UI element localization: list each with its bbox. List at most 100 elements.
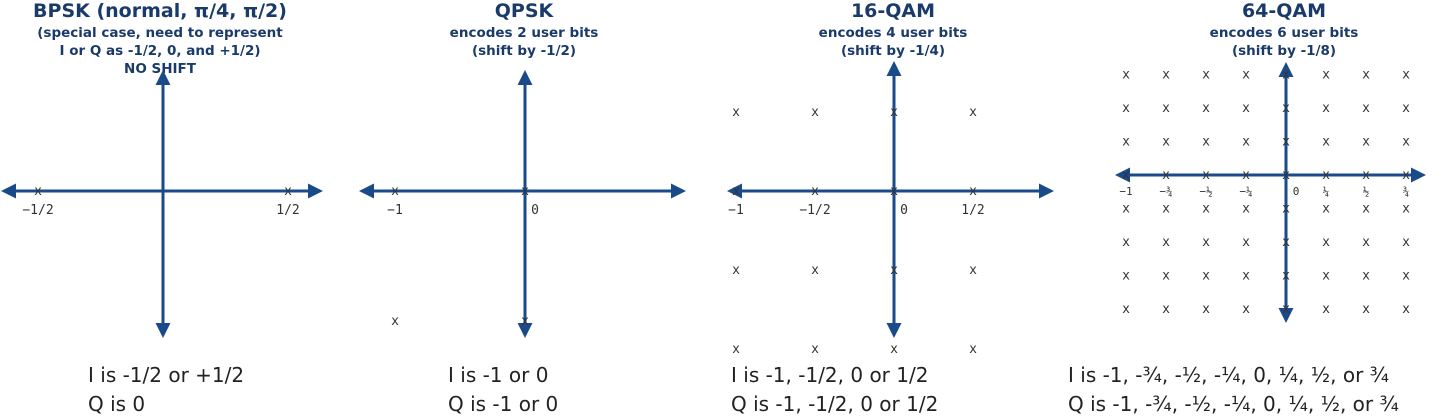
constellation-plot: x x x x x x x x x x x x x x x x −1 −1/2 0 1/2 — [727, 61, 1054, 357]
constellation-point: x — [969, 184, 977, 199]
constellation-point: x — [1242, 269, 1250, 284]
panel-title: BPSK (normal, π/4, π/2) — [33, 0, 287, 22]
constellation-point: x — [1402, 101, 1410, 116]
constellation-point: x — [1162, 269, 1170, 284]
constellation-point: x — [1322, 68, 1330, 83]
constellation-point: x — [1402, 68, 1410, 83]
constellation-point: x — [1362, 202, 1370, 217]
panel-subtitle-line: encodes 6 user bits — [1210, 25, 1359, 41]
panel-subtitle-line: encodes 4 user bits — [819, 25, 968, 41]
q-values-note: Q is -1, -1/2, 0 or 1/2 — [731, 392, 938, 416]
constellation-point: x — [1202, 269, 1210, 284]
panel-subtitle-line: (shift by -1/8) — [1232, 43, 1336, 59]
constellation-point: x — [1322, 135, 1330, 150]
constellation-plot: x x x x −1 0 — [359, 70, 686, 338]
constellation-point: x — [1322, 202, 1330, 217]
constellation-point: x — [1162, 168, 1170, 183]
constellation-point: x — [1242, 135, 1250, 150]
tick-label: −¾ — [1159, 185, 1172, 198]
panel-subtitle-line: (shift by -1/4) — [841, 43, 945, 59]
constellation-point: x — [1322, 302, 1330, 317]
constellation-point: x — [1282, 202, 1290, 217]
constellation-point: x — [811, 263, 819, 278]
constellation-point: x — [391, 314, 399, 329]
constellation-point: x — [969, 105, 977, 120]
tick-label: ¾ — [1403, 185, 1410, 198]
constellation-point: x — [1122, 101, 1130, 116]
panel-subtitle-line: I or Q as -1/2, 0, and +1/2) — [59, 43, 260, 59]
constellation-point: x — [969, 342, 977, 357]
q-values-note: Q is -1, -¾, -½, -¼, 0, ¼, ½, or ¾ — [1068, 392, 1399, 416]
constellation-point: x — [1122, 202, 1130, 217]
tick-label: 0 — [1293, 185, 1300, 198]
constellation-point: x — [1362, 235, 1370, 250]
panel-64qam: 64-QAM encodes 6 user bits (shift by -1/… — [1068, 0, 1426, 416]
constellation-point: x — [890, 105, 898, 120]
constellation-point: x — [1202, 101, 1210, 116]
tick-label: −1 — [728, 203, 744, 218]
constellation-point: x — [1402, 302, 1410, 317]
constellation-point: x — [1202, 235, 1210, 250]
constellation-point: x — [1322, 101, 1330, 116]
constellation-point: x — [521, 314, 529, 329]
constellation-point: x — [1322, 269, 1330, 284]
constellation-point: x — [1242, 101, 1250, 116]
constellation-point: x — [811, 105, 819, 120]
constellation-point: x — [732, 184, 740, 199]
constellation-point: x — [1202, 202, 1210, 217]
constellation-point: x — [1242, 235, 1250, 250]
constellation-point: x — [1202, 68, 1210, 83]
constellation-point: x — [1362, 168, 1370, 183]
panel-title: 64-QAM — [1242, 0, 1326, 22]
tick-label: 1/2 — [961, 203, 984, 218]
tick-label: −1/2 — [799, 203, 830, 218]
constellation-point: x — [1282, 168, 1290, 183]
constellation-point: x — [1362, 302, 1370, 317]
constellation-point: x — [1242, 302, 1250, 317]
panel-subtitle-line: encodes 2 user bits — [450, 25, 599, 41]
tick-label: −1 — [1119, 185, 1132, 198]
constellation-point: x — [1122, 269, 1130, 284]
constellation-point: x — [890, 263, 898, 278]
tick-label: 0 — [900, 203, 908, 218]
constellation-point: x — [1122, 168, 1130, 183]
constellation-point: x — [890, 342, 898, 357]
constellation-point: x — [521, 184, 529, 199]
i-values-note: I is -1/2 or +1/2 — [88, 363, 244, 387]
constellation-point: x — [890, 184, 898, 199]
constellation-point: x — [732, 263, 740, 278]
constellation-point: x — [1402, 269, 1410, 284]
tick-label: 1/2 — [276, 203, 299, 218]
constellation-point: x — [34, 184, 42, 199]
constellation-point: x — [391, 184, 399, 199]
panel-qpsk: QPSK encodes 2 user bits (shift by -1/2)… — [359, 0, 686, 416]
tick-label: −¼ — [1239, 185, 1252, 198]
constellation-point: x — [1122, 235, 1130, 250]
tick-label: −1/2 — [22, 203, 53, 218]
constellation-point: x — [1162, 68, 1170, 83]
constellation-point: x — [1202, 302, 1210, 317]
constellation-point: x — [1282, 302, 1290, 317]
constellation-point: x — [1122, 302, 1130, 317]
i-values-note: I is -1, -1/2, 0 or 1/2 — [731, 363, 928, 387]
panel-title: 16-QAM — [851, 0, 935, 22]
constellation-plot: x x x x x x x x x x x x x x x x x x x x x x x x x x x x x x x x x x x x x x x x… — [1115, 62, 1426, 323]
panel-title: QPSK — [495, 0, 555, 22]
tick-label: 0 — [531, 203, 539, 218]
constellation-point: x — [1362, 101, 1370, 116]
tick-label: −½ — [1199, 185, 1212, 198]
constellation-point: x — [1242, 68, 1250, 83]
constellation-point: x — [1282, 68, 1290, 83]
constellation-point: x — [1242, 168, 1250, 183]
constellation-point: x — [732, 342, 740, 357]
constellation-point: x — [1362, 269, 1370, 284]
constellation-point: x — [1122, 135, 1130, 150]
constellation-point: x — [1162, 302, 1170, 317]
constellation-point: x — [1122, 68, 1130, 83]
panel-subtitle-line: (shift by -1/2) — [472, 43, 576, 59]
constellation-point: x — [1162, 235, 1170, 250]
constellation-point: x — [1362, 68, 1370, 83]
panel-bpsk: BPSK (normal, π/4, π/2) (special case, n… — [0, 0, 323, 416]
constellation-point: x — [1362, 135, 1370, 150]
